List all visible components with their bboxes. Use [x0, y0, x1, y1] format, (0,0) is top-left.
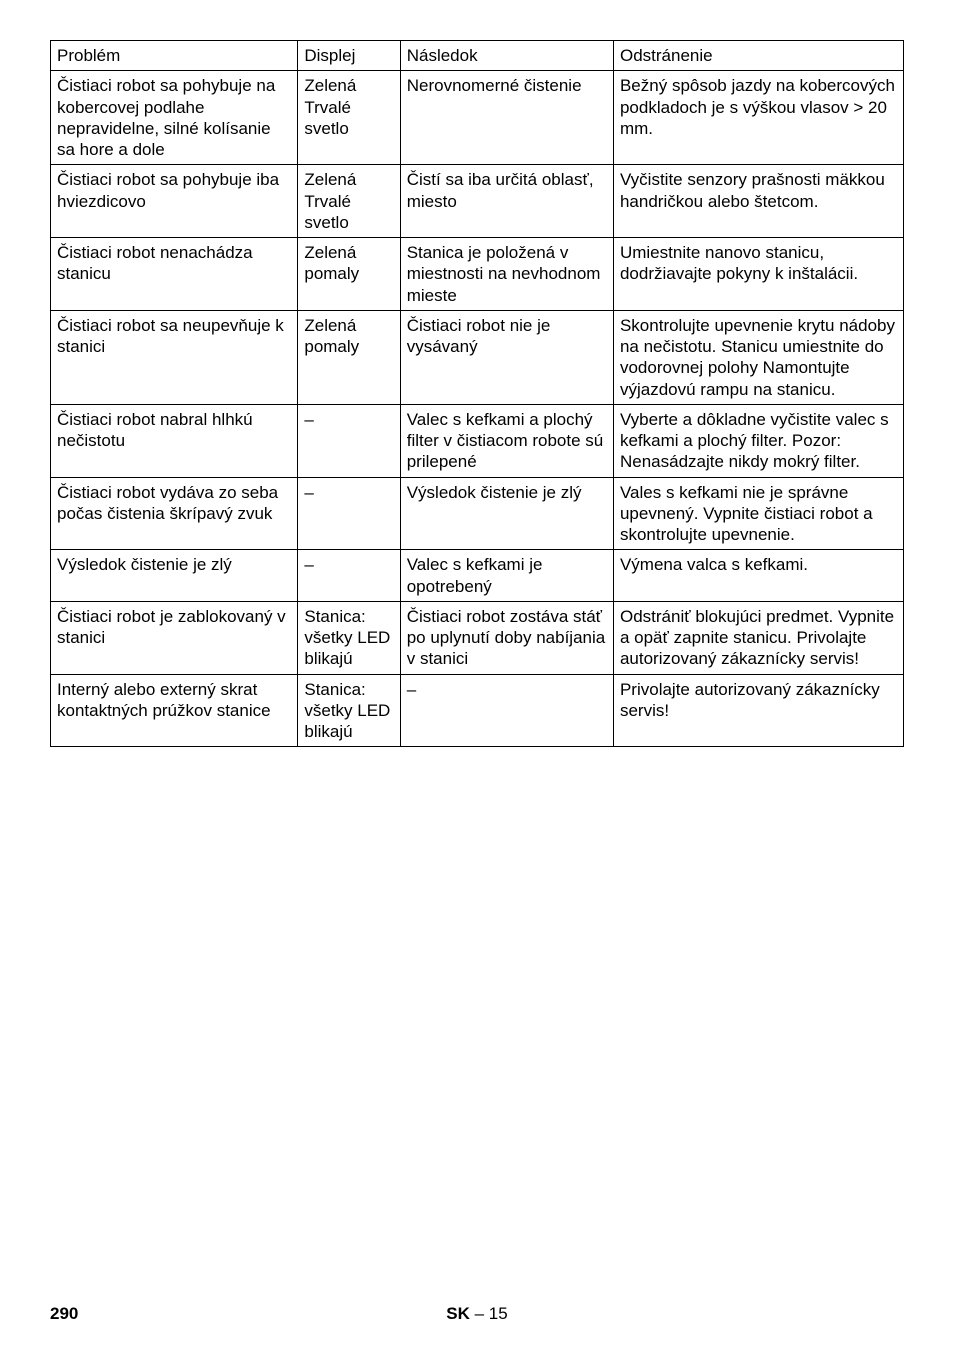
table-cell: Vyberte a dôkladne vyčistite valec s kef… [613, 404, 903, 477]
table-cell: Stanica: všetky LED blikajú [298, 601, 400, 674]
table-cell: Nerovnomerné čistenie [400, 71, 613, 165]
table-cell: Zelená Trvalé svetlo [298, 165, 400, 238]
table-cell: Zelená Trvalé svetlo [298, 71, 400, 165]
table-row: Čistiaci robot nenachádza stanicuZelená … [51, 238, 904, 311]
footer-pagelocal: – 15 [475, 1304, 508, 1323]
table-header-row: Problém Displej Následok Odstránenie [51, 41, 904, 71]
table-cell: – [298, 404, 400, 477]
col-header: Displej [298, 41, 400, 71]
table-cell: Zelená pomaly [298, 238, 400, 311]
table-cell: Valec s kefkami a plochý filter v čistia… [400, 404, 613, 477]
table-row: Čistiaci robot sa neupevňuje k staniciZe… [51, 310, 904, 404]
table-cell: Výsledok čistenie je zlý [51, 550, 298, 602]
table-cell: Stanica: všetky LED blikajú [298, 674, 400, 747]
table-cell: Vales s kefkami nie je správne upevnený.… [613, 477, 903, 550]
col-header: Následok [400, 41, 613, 71]
table-cell: Čistiaci robot sa neupevňuje k stanici [51, 310, 298, 404]
table-cell: Čistiaci robot nenachádza stanicu [51, 238, 298, 311]
footer-lang: SK [446, 1304, 470, 1323]
table-row: Čistiaci robot sa pohybuje iba hviezdico… [51, 165, 904, 238]
table-cell: Čistiaci robot sa pohybuje na kobercovej… [51, 71, 298, 165]
table-cell: Čistiaci robot vydáva zo seba počas čist… [51, 477, 298, 550]
table-row: Čistiaci robot nabral hlhkú nečistotu–Va… [51, 404, 904, 477]
table-cell: Valec s kefkami je opotrebený [400, 550, 613, 602]
table-cell: – [400, 674, 613, 747]
table-cell: Čistiaci robot zostáva stáť po uplynutí … [400, 601, 613, 674]
table-row: Výsledok čistenie je zlý–Valec s kefkami… [51, 550, 904, 602]
table-cell: Skontrolujte upevnenie krytu nádoby na n… [613, 310, 903, 404]
page-footer: 290 SK – 15 [50, 1304, 904, 1324]
col-header: Problém [51, 41, 298, 71]
table-cell: Stanica je položená v miestnosti na nevh… [400, 238, 613, 311]
footer-center: SK – 15 [50, 1304, 904, 1324]
table-cell: – [298, 477, 400, 550]
table-row: Interný alebo externý skrat kontaktných … [51, 674, 904, 747]
table-cell: Bežný spôsob jazdy na kobercových podkla… [613, 71, 903, 165]
table-cell: Odstrániť blokujúci predmet. Vypnite a o… [613, 601, 903, 674]
table-cell: Výmena valca s kefkami. [613, 550, 903, 602]
table-cell: Interný alebo externý skrat kontaktných … [51, 674, 298, 747]
table-cell: Čistiaci robot sa pohybuje iba hviezdico… [51, 165, 298, 238]
table-cell: Privolajte autorizovaný zákaznícky servi… [613, 674, 903, 747]
table-row: Čistiaci robot je zablokovaný v staniciS… [51, 601, 904, 674]
table-cell: Čistiaci robot nie je vysávaný [400, 310, 613, 404]
table-row: Čistiaci robot sa pohybuje na kobercovej… [51, 71, 904, 165]
table-cell: Čistiaci robot nabral hlhkú nečistotu [51, 404, 298, 477]
table-body: Čistiaci robot sa pohybuje na kobercovej… [51, 71, 904, 747]
table-cell: Umiestnite nanovo stanicu, dodržiavajte … [613, 238, 903, 311]
table-cell: – [298, 550, 400, 602]
troubleshooting-table: Problém Displej Následok Odstránenie Čis… [50, 40, 904, 747]
table-cell: Vyčistite senzory prašnosti mäkkou handr… [613, 165, 903, 238]
col-header: Odstránenie [613, 41, 903, 71]
table-cell: Zelená pomaly [298, 310, 400, 404]
table-row: Čistiaci robot vydáva zo seba počas čist… [51, 477, 904, 550]
table-cell: Čistiaci robot je zablokovaný v stanici [51, 601, 298, 674]
table-cell: Čistí sa iba určitá oblasť, miesto [400, 165, 613, 238]
table-cell: Výsledok čistenie je zlý [400, 477, 613, 550]
